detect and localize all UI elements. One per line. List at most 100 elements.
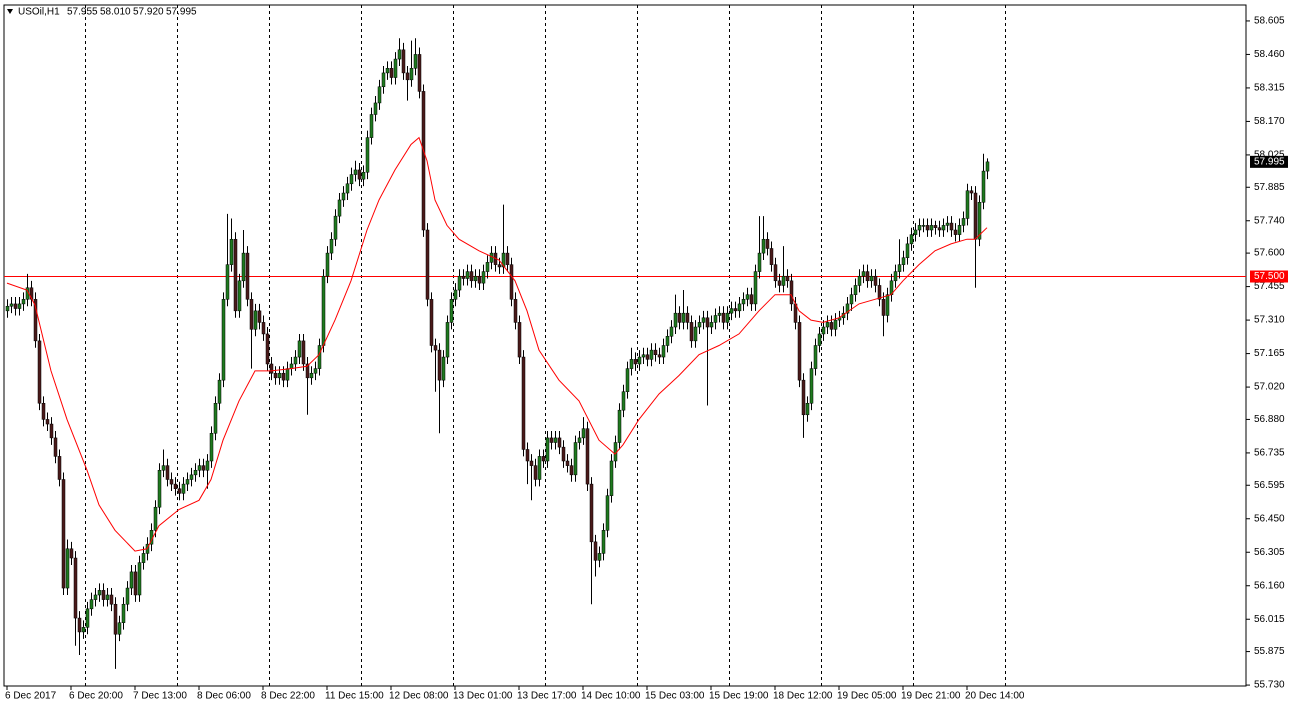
candle-body	[813, 345, 818, 369]
candle-body	[729, 308, 734, 314]
candle-body	[345, 183, 350, 194]
candle-body	[597, 553, 602, 561]
y-tick-label: 56.880	[1254, 414, 1285, 425]
menu-arrow[interactable]	[7, 9, 13, 14]
candle-body	[501, 252, 506, 268]
candle-body	[909, 234, 914, 245]
y-tick-label: 55.875	[1254, 646, 1285, 657]
candle-body	[725, 312, 730, 323]
candle-body	[969, 190, 974, 194]
candle-body	[309, 372, 314, 379]
candle-body	[69, 548, 74, 559]
candle-body	[589, 483, 594, 543]
candle-body	[853, 285, 858, 295]
candle-body	[569, 465, 574, 476]
candle-body	[517, 322, 522, 358]
y-tick-label: 57.600	[1254, 248, 1285, 259]
candle-body	[117, 622, 122, 635]
x-tick-label: 8 Dec 06:00	[197, 691, 251, 702]
candle-body	[325, 252, 330, 277]
candle-body	[297, 340, 302, 358]
candle-body	[509, 264, 514, 300]
candle-body	[53, 437, 58, 457]
candle-body	[917, 225, 922, 231]
candle-body	[529, 460, 534, 466]
candle-body	[849, 294, 854, 305]
y-tick-label: 56.160	[1254, 580, 1285, 591]
candle-body	[513, 299, 518, 323]
candle-body	[33, 299, 38, 342]
candle-body	[617, 409, 622, 443]
candle-body	[593, 541, 598, 561]
x-tick-label: 7 Dec 13:00	[133, 691, 187, 702]
header-value: 57.995	[166, 7, 197, 18]
candle-body	[665, 336, 670, 346]
candle-body	[661, 345, 666, 358]
candle-body	[901, 257, 906, 265]
candle-body	[365, 137, 370, 173]
candle-body	[405, 72, 410, 81]
candle-body	[765, 238, 770, 249]
candle-body	[181, 483, 186, 494]
candle-body	[897, 264, 902, 272]
candle-body	[257, 310, 262, 323]
candle-body	[845, 303, 850, 314]
candle-body	[977, 202, 982, 240]
candle-body	[389, 68, 394, 78]
candle-body	[121, 603, 126, 623]
candle-body	[697, 322, 702, 328]
candle-body	[745, 294, 750, 300]
candle-body	[229, 238, 234, 265]
candle-body	[433, 345, 438, 351]
candle-body	[177, 488, 182, 494]
candle-body	[981, 170, 986, 203]
candle-body	[857, 275, 862, 286]
candle-body	[201, 465, 206, 471]
y-tick-label: 58.460	[1254, 49, 1285, 60]
candle-body	[5, 305, 10, 312]
candle-body	[533, 465, 538, 480]
candle-body	[233, 238, 238, 312]
candle-body	[301, 340, 306, 365]
candle-body	[261, 322, 266, 335]
candle-body	[641, 354, 646, 358]
candle-body	[137, 562, 142, 596]
y-tick-label: 58.315	[1254, 83, 1285, 94]
candle-body	[645, 354, 650, 360]
candle-body	[825, 322, 830, 328]
y-tick-label: 58.605	[1254, 16, 1285, 27]
candle-body	[393, 58, 398, 78]
candle-body	[97, 590, 102, 596]
candle-body	[185, 479, 190, 485]
candle-body	[417, 54, 422, 92]
candle-body	[93, 594, 98, 600]
price-label-box	[1250, 155, 1288, 168]
candle-body	[937, 227, 942, 231]
candle-body	[245, 252, 250, 300]
x-tick-label: 12 Dec 08:00	[389, 691, 449, 702]
candle-body	[397, 49, 402, 60]
candle-body	[157, 469, 162, 508]
candle-body	[497, 264, 502, 268]
candle-body	[225, 264, 230, 300]
candle-body	[333, 215, 338, 240]
candle-body	[809, 368, 814, 404]
candle-body	[293, 356, 298, 365]
y-tick-label: 57.020	[1254, 382, 1285, 393]
candle-body	[941, 225, 946, 231]
candle-body	[561, 446, 566, 462]
header-value: 58.010	[100, 7, 131, 18]
candle-body	[921, 225, 926, 227]
x-tick-label: 18 Dec 12:00	[773, 691, 833, 702]
candle-body	[953, 229, 958, 235]
candle-body	[197, 465, 202, 471]
candle-body	[249, 299, 254, 330]
candle-body	[401, 49, 406, 74]
y-tick-label: 55.730	[1254, 680, 1285, 691]
candle-body	[369, 114, 374, 138]
candle-body	[317, 345, 322, 369]
x-tick-label: 19 Dec 21:00	[901, 691, 961, 702]
candle-body	[673, 312, 678, 328]
